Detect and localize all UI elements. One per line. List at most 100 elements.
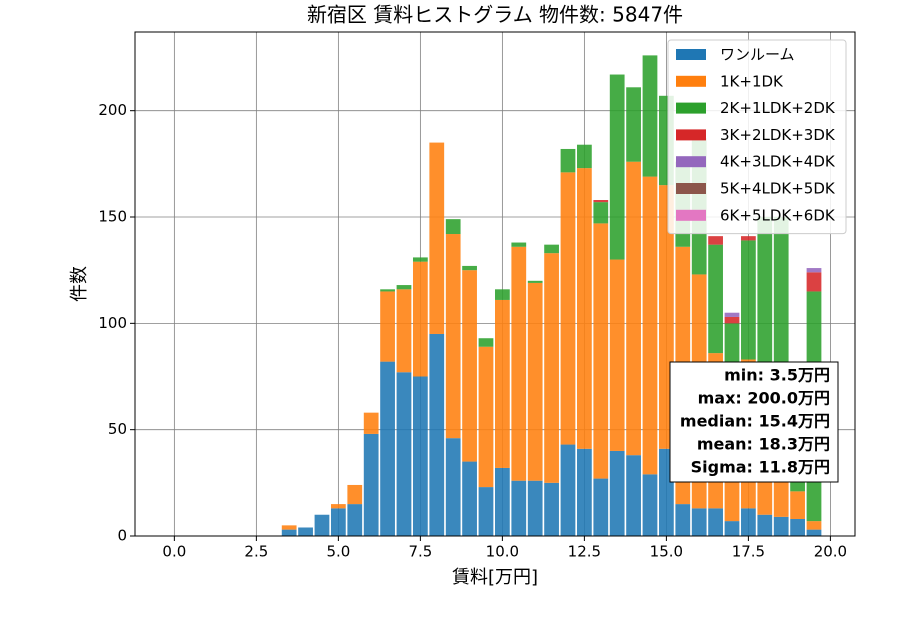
bar-segment (609, 259, 625, 451)
y-tick-label: 200 (98, 101, 127, 119)
legend-label: 5K+4LDK+5DK (720, 180, 836, 198)
bar-segment (708, 508, 723, 536)
bar-segment (527, 282, 543, 481)
bar-segment (511, 242, 527, 247)
bar-segment (593, 478, 609, 536)
bar-segment (642, 474, 658, 536)
bar-segment (544, 253, 559, 483)
x-tick-label: 15.0 (650, 543, 683, 561)
x-tick-label: 2.5 (244, 543, 268, 561)
bar-segment (757, 514, 773, 536)
bar-segment (527, 480, 543, 536)
bar-segment (675, 504, 691, 536)
bar-segment (445, 234, 461, 439)
stats-line: mean: 18.3万円 (697, 435, 830, 454)
bar-segment (741, 236, 756, 241)
bar-segment (560, 148, 576, 173)
legend-swatch (676, 156, 706, 168)
bar-segment (495, 467, 510, 536)
legend-label: 6K+5LDK+6DK (720, 206, 836, 224)
bar-segment (527, 280, 543, 283)
plot-frame (134, 31, 856, 537)
x-axis-label: 賃料[万円] (452, 567, 538, 588)
y-tick-label: 50 (108, 420, 127, 438)
bar-segment (478, 487, 494, 536)
stats-line: max: 200.0万円 (698, 389, 830, 408)
bar-segment (741, 240, 756, 360)
bar-segment (511, 480, 527, 536)
bar-segment (642, 55, 658, 177)
bar-segment (577, 144, 592, 169)
bar-segment (462, 270, 477, 462)
y-tick-label: 100 (98, 314, 127, 332)
bar-segment (790, 491, 805, 519)
x-tick-label: 12.5 (568, 543, 601, 561)
bar-segment (593, 202, 609, 224)
bar-segment (330, 504, 346, 509)
bar-segment (790, 518, 805, 536)
bar-segment (724, 316, 740, 324)
bar-segment (757, 217, 773, 388)
bar-segment (806, 272, 822, 292)
bar-segment (462, 461, 477, 536)
legend-swatch (676, 183, 706, 194)
bar-segment (609, 450, 625, 536)
bar-segment (806, 521, 822, 530)
bar-segment (380, 361, 395, 536)
stats-line: Sigma: 11.8万円 (691, 458, 830, 477)
bar-segment (347, 484, 363, 505)
bar-segment (626, 455, 641, 536)
bar-segment (396, 285, 412, 290)
bar-segment (577, 168, 592, 449)
bar-segment (708, 236, 723, 245)
bar-segment (445, 219, 461, 235)
stats-line: median: 15.4万円 (680, 412, 830, 431)
bar-segment (363, 433, 379, 536)
bar-segment (626, 161, 641, 456)
x-tick-label: 5.0 (326, 543, 350, 561)
bar-segment (609, 74, 625, 260)
bar-segment (363, 412, 379, 434)
bar-segment (396, 289, 412, 373)
bar-segment (560, 444, 576, 536)
bar-segment (281, 529, 297, 536)
legend-swatch (676, 49, 706, 60)
bar-segment (429, 142, 445, 334)
y-tick-label: 0 (117, 527, 127, 545)
bar-segment (741, 508, 756, 536)
y-tick-label: 150 (98, 208, 127, 226)
legend-label: 4K+3LDK+4DK (720, 153, 836, 171)
bar-segment (495, 289, 510, 300)
bar-segment (593, 200, 609, 203)
bar-segment (330, 508, 346, 536)
bar-segment (462, 265, 477, 271)
bar-segment (478, 338, 494, 347)
bar-segment (691, 508, 707, 536)
bar-segment (642, 176, 658, 475)
legend-swatch (676, 75, 706, 87)
legend-box (667, 39, 847, 235)
bar-segment (445, 438, 461, 536)
x-tick-label: 17.5 (732, 543, 765, 561)
bar-segment (429, 333, 445, 536)
bar-segment (412, 376, 428, 536)
legend-label: 3K+2LDK+3DK (720, 126, 836, 144)
bar-segment (314, 514, 330, 536)
stats-box (669, 361, 839, 483)
x-tick-label: 10.0 (486, 543, 519, 561)
bar-segment (626, 87, 641, 162)
legend-swatch (676, 102, 706, 114)
x-tick-label: 20.0 (814, 543, 847, 561)
bar-segment (511, 246, 527, 481)
bar-segment (412, 261, 428, 377)
bar-segment (806, 268, 822, 273)
bar-segment (773, 516, 789, 536)
stats-line: min: 3.5万円 (724, 366, 830, 385)
bar-segment (380, 291, 395, 362)
bar-segment (298, 527, 313, 536)
x-tick-label: 0.0 (162, 543, 186, 561)
legend-swatch (676, 209, 706, 221)
bar-segment (724, 521, 740, 536)
